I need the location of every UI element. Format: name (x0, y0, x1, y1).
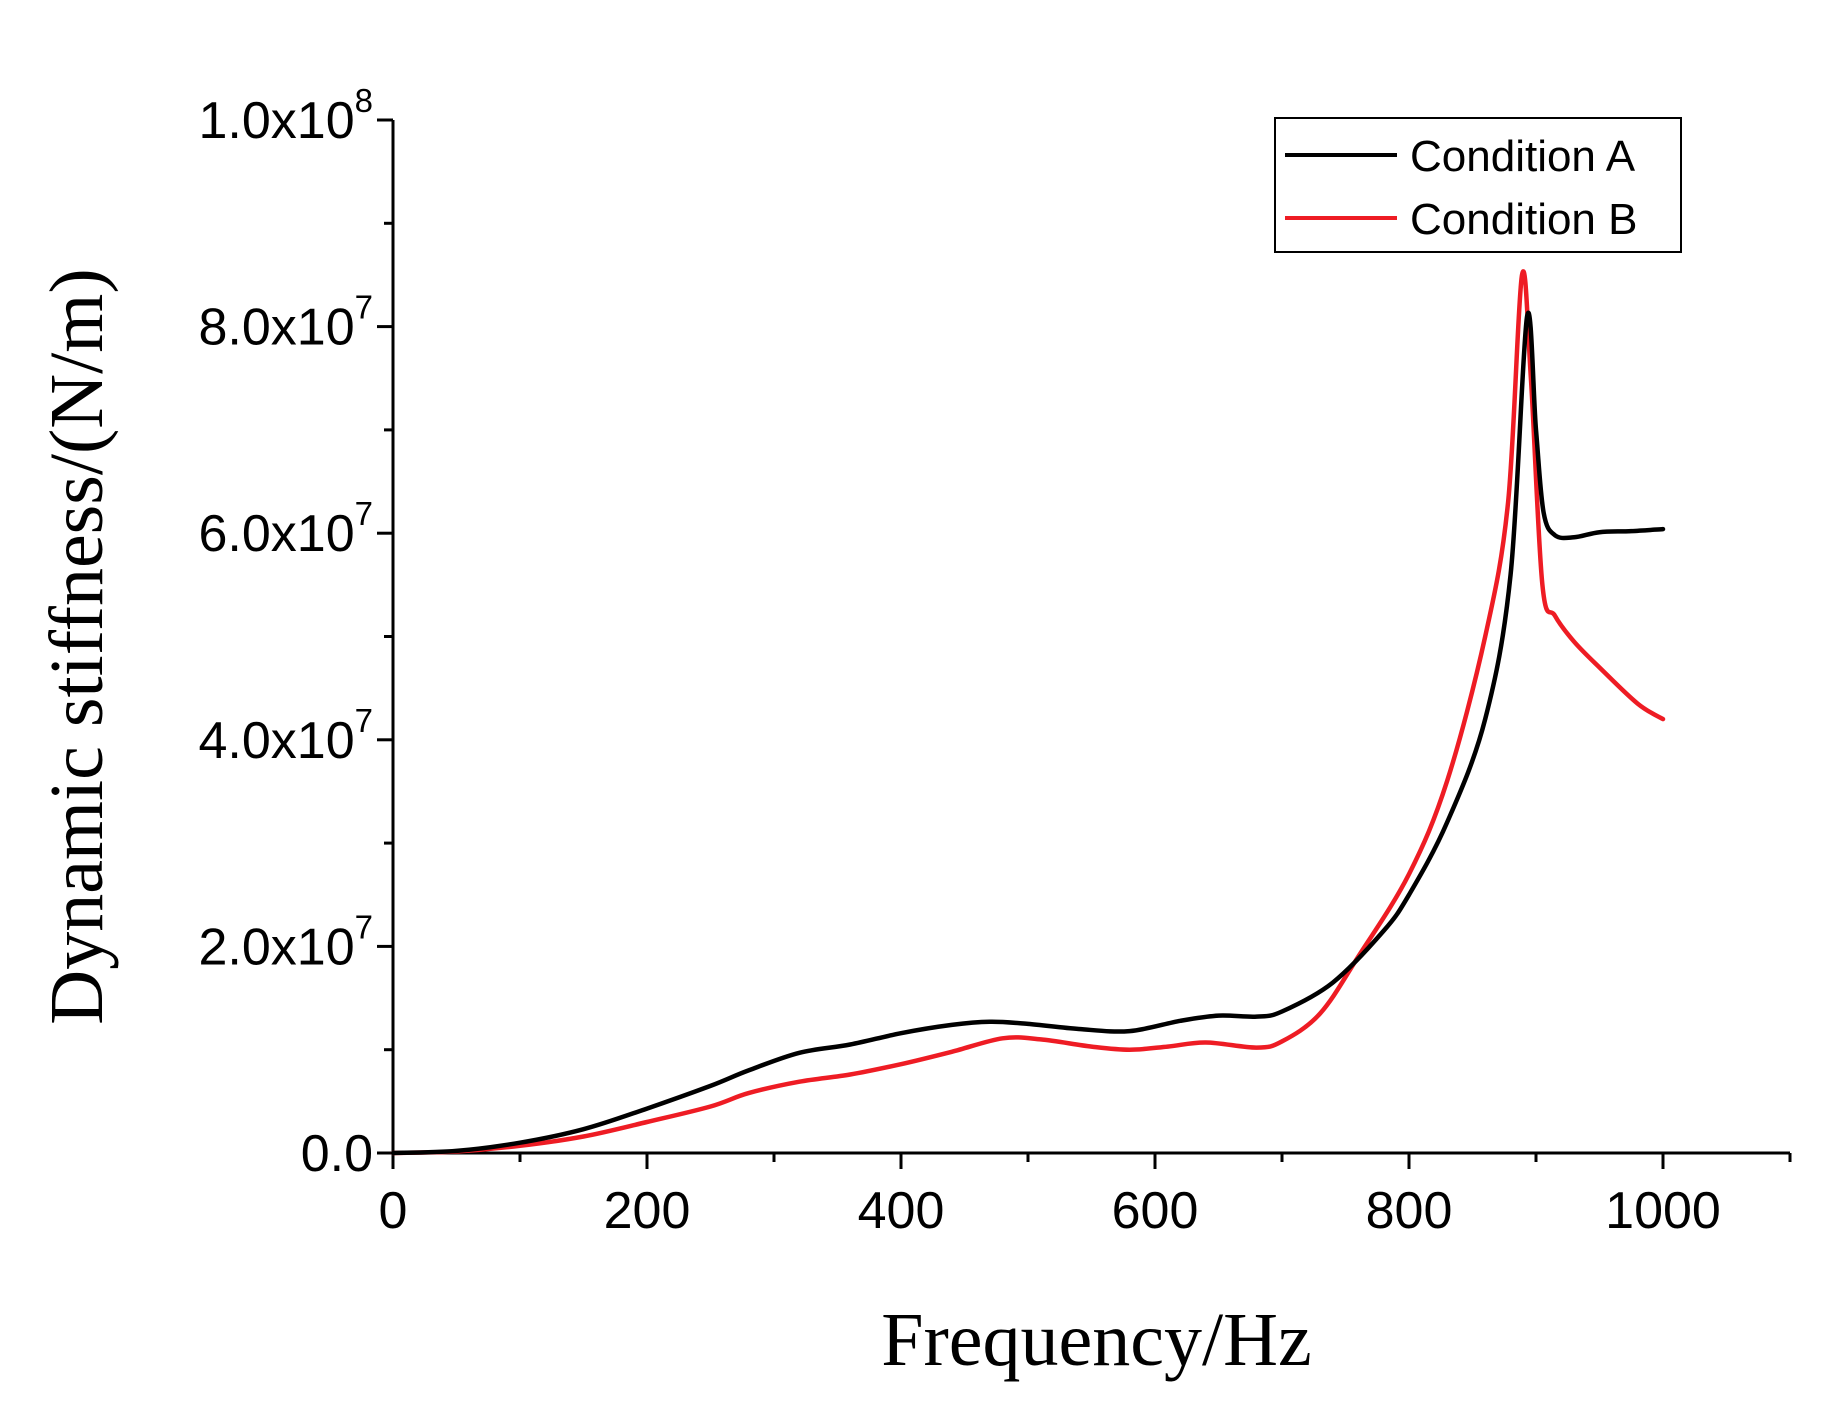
ticks: 0 200 400 600 800 10000.02.0x1074.0x1076.0x10… (199, 82, 1792, 1240)
x-tick-label: 1000 (1605, 1182, 1721, 1240)
x-tick-label: 800 (1366, 1182, 1453, 1240)
y-tick-mantissa: 1.0x10 (199, 92, 355, 150)
y-tick-label: 8.0x107 (199, 289, 374, 357)
y-tick-exponent: 8 (355, 82, 373, 119)
y-tick-label: 4.0x107 (199, 702, 374, 770)
series-line-condition-a (390, 310, 1666, 1156)
x-tick-label: 400 (858, 1182, 945, 1240)
y-tick-exponent: 7 (355, 495, 373, 532)
series-layer (390, 269, 1666, 1156)
series-line-condition-b (390, 269, 1666, 1156)
x-tick-label: 0 (379, 1182, 408, 1240)
y-axis-title: Dynamic stiffness/(N/m) (35, 268, 119, 1024)
y-tick-mantissa: 8.0x10 (199, 299, 355, 357)
x-tick-label: 200 (604, 1182, 691, 1240)
y-tick-exponent: 7 (355, 702, 373, 739)
y-tick-mantissa: 4.0x10 (199, 712, 355, 770)
legend-box (1274, 117, 1682, 253)
x-tick-label: 600 (1112, 1182, 1199, 1240)
y-tick-mantissa: 2.0x10 (199, 918, 355, 976)
y-tick-exponent: 7 (355, 908, 373, 945)
axes (391, 120, 1790, 1155)
y-tick-label: 1.0x108 (199, 82, 374, 150)
legend-label-condition-a: Condition A (1410, 132, 1636, 181)
y-tick-mantissa: 0.0 (301, 1125, 373, 1183)
y-tick-label: 2.0x107 (199, 908, 374, 976)
y-tick-label: 0.0 (301, 1125, 373, 1183)
x-axis-title: Frequency/Hz (881, 1298, 1312, 1382)
legend: Condition A Condition B (1274, 117, 1682, 253)
y-tick-label: 6.0x107 (199, 495, 374, 563)
y-tick-mantissa: 6.0x10 (199, 505, 355, 563)
y-tick-exponent: 7 (355, 289, 373, 326)
legend-label-condition-b: Condition B (1410, 195, 1637, 244)
